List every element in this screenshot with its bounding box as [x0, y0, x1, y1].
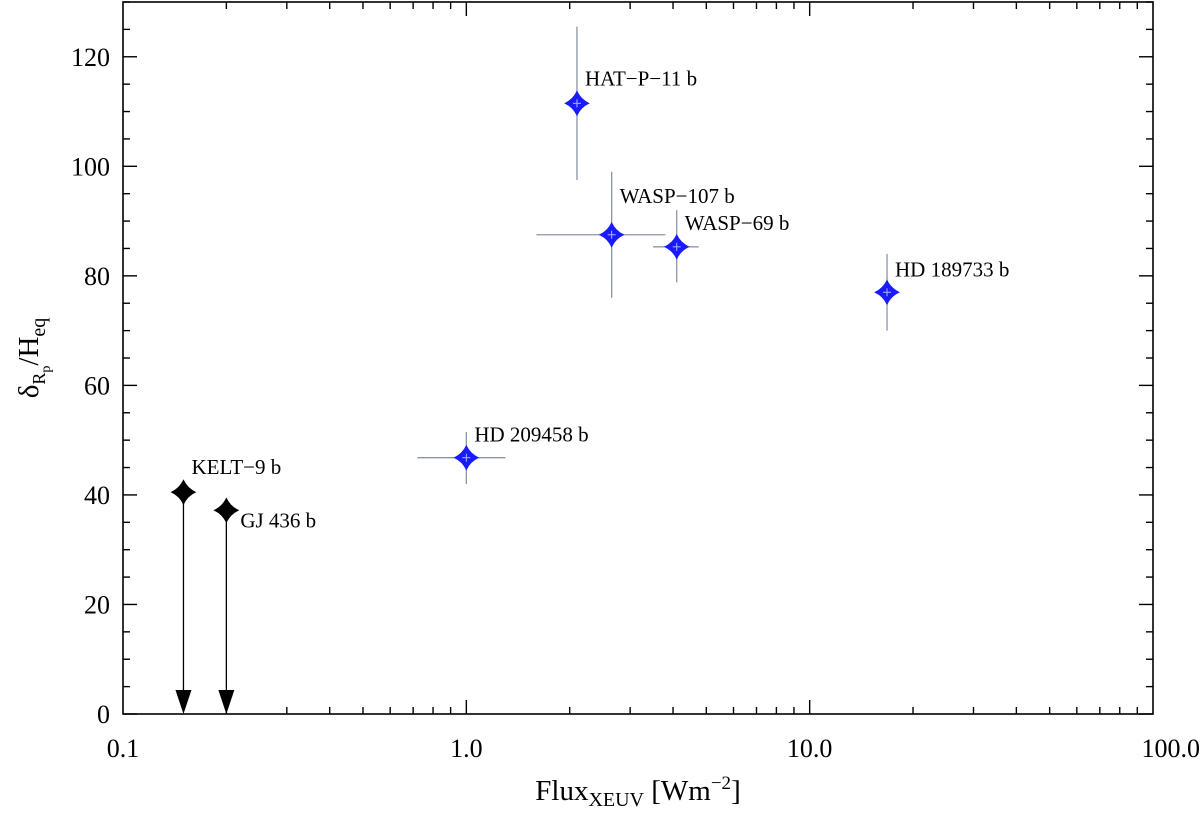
x-tick-label: 10.0 — [787, 734, 833, 763]
y-tick-label: 100 — [71, 152, 110, 181]
x-tick-label: 0.1 — [107, 734, 140, 763]
x-tick-label: 1.0 — [450, 734, 483, 763]
point-label: WASP−107 b — [620, 184, 735, 208]
x-axis-title: FluxXEUV [Wm−2] — [535, 773, 740, 811]
upper-limit-arrowhead — [218, 690, 235, 714]
point-label: HD 189733 b — [895, 257, 1009, 281]
y-axis-title: δRp/Heq — [13, 318, 54, 399]
y-tick-label: 20 — [84, 590, 110, 619]
point-label: WASP−69 b — [685, 211, 790, 235]
y-tick-label: 0 — [97, 700, 110, 729]
y-tick-label: 120 — [71, 43, 110, 72]
point-label: GJ 436 b — [240, 508, 316, 532]
y-tick-label: 80 — [84, 262, 110, 291]
upper-limit-arrowhead — [175, 690, 192, 714]
data-point-upper-limit — [213, 497, 240, 524]
y-tick-label: 60 — [84, 371, 110, 400]
y-tick-label: 40 — [84, 481, 110, 510]
data-point-upper-limit — [170, 479, 197, 506]
x-tick-label: 100.0 — [1142, 734, 1200, 763]
point-label: HD 209458 b — [474, 423, 588, 447]
plot-frame — [122, 1, 1154, 715]
point-label: KELT−9 b — [191, 455, 281, 479]
point-label: HAT−P−11 b — [585, 66, 697, 90]
